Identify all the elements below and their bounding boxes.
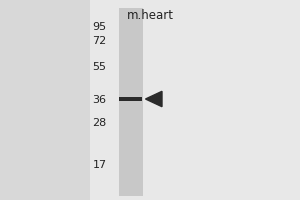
- Text: m.heart: m.heart: [127, 9, 173, 22]
- Text: 28: 28: [92, 118, 106, 128]
- Polygon shape: [146, 91, 162, 107]
- Bar: [119, 97, 142, 101]
- Bar: [90, 0, 300, 200]
- Text: 55: 55: [92, 62, 106, 72]
- Text: 95: 95: [92, 22, 106, 32]
- Text: 36: 36: [92, 95, 106, 105]
- Bar: [118, 8, 142, 196]
- Text: 72: 72: [92, 36, 106, 46]
- Text: 17: 17: [92, 160, 106, 170]
